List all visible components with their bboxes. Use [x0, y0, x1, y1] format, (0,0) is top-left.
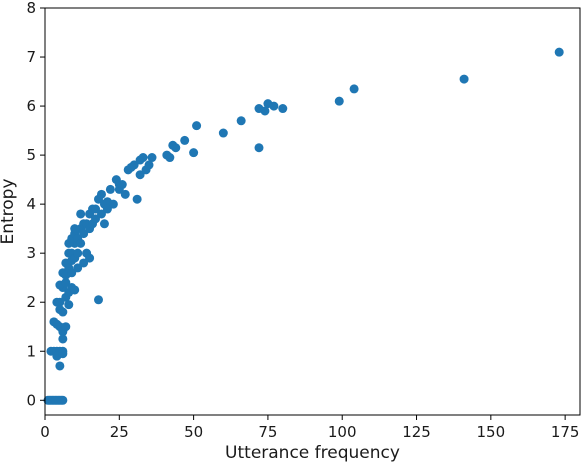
x-tick-label: 0 — [40, 423, 50, 441]
data-point — [278, 104, 288, 114]
x-tick-label: 100 — [328, 423, 357, 441]
x-tick-label: 150 — [477, 423, 506, 441]
data-point — [61, 322, 71, 332]
x-tick-label: 25 — [110, 423, 129, 441]
data-point — [91, 214, 101, 224]
data-point — [85, 253, 95, 263]
data-point — [56, 395, 66, 405]
data-point — [138, 153, 148, 163]
data-point — [55, 297, 65, 307]
data-point — [236, 116, 246, 126]
data-point — [108, 199, 118, 209]
data-point — [132, 194, 142, 204]
y-tick-label: 0 — [26, 391, 36, 409]
y-axis: 0 1 2 3 4 5 6 7 8 — [26, 0, 45, 409]
x-tick-label: 125 — [402, 423, 431, 441]
data-point — [99, 219, 109, 229]
data-point — [76, 209, 86, 219]
data-point — [129, 160, 139, 170]
data-point — [554, 47, 564, 57]
data-point — [61, 278, 71, 288]
x-tick-label: 50 — [184, 423, 203, 441]
data-point — [58, 334, 68, 344]
data-point — [70, 285, 80, 295]
y-tick-label: 3 — [26, 244, 36, 262]
data-point — [459, 74, 469, 84]
data-point — [79, 258, 89, 268]
data-point — [102, 204, 112, 214]
data-point — [96, 189, 106, 199]
data-point — [165, 153, 175, 163]
x-axis-label: Utterance frequency — [225, 443, 400, 463]
data-point — [91, 204, 101, 214]
data-point — [254, 143, 264, 153]
data-point — [144, 160, 154, 170]
data-point — [117, 180, 127, 190]
data-point — [67, 268, 77, 278]
y-axis-label: Entropy — [0, 178, 18, 244]
plot-area-frame — [44, 7, 581, 416]
data-point — [70, 224, 80, 234]
y-tick-label: 5 — [26, 146, 36, 164]
data-point — [79, 229, 89, 239]
data-point — [147, 153, 157, 163]
data-point — [94, 295, 103, 305]
data-point — [171, 143, 181, 153]
data-point — [73, 263, 83, 273]
x-tick-label: 75 — [258, 423, 277, 441]
data-point — [269, 101, 279, 111]
data-point — [96, 209, 106, 219]
data-point — [189, 148, 199, 158]
data-point — [135, 170, 145, 180]
data-point — [192, 121, 202, 131]
data-point — [58, 307, 68, 317]
data-point — [260, 106, 270, 116]
data-point — [105, 184, 115, 194]
points-layer — [43, 47, 564, 405]
data-point — [58, 349, 68, 359]
y-tick-label: 6 — [26, 97, 36, 115]
x-tick-label: 175 — [551, 423, 580, 441]
y-tick-label: 4 — [26, 195, 36, 213]
y-tick-label: 2 — [26, 293, 36, 311]
data-point — [218, 128, 228, 138]
y-tick-label: 1 — [26, 342, 36, 360]
data-point — [76, 238, 86, 248]
data-point — [180, 135, 190, 145]
y-tick-label: 8 — [26, 0, 36, 17]
data-point — [334, 96, 344, 106]
y-tick-label: 7 — [26, 48, 36, 66]
x-axis: 0 25 50 75 100 125 150 175 — [40, 415, 579, 441]
data-point — [120, 189, 130, 199]
data-point — [64, 300, 74, 310]
data-point — [349, 84, 359, 94]
data-point — [73, 248, 83, 258]
data-point — [55, 361, 65, 371]
